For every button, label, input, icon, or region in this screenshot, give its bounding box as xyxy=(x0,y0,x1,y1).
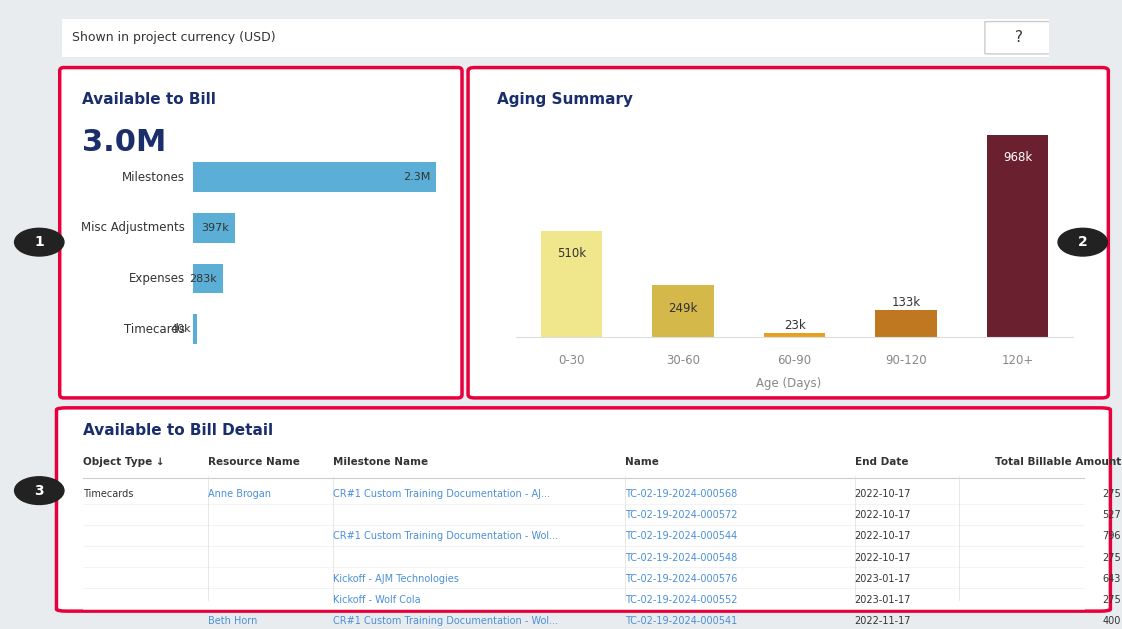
Text: 643: 643 xyxy=(1103,574,1121,584)
FancyBboxPatch shape xyxy=(985,21,1052,54)
Text: 40k: 40k xyxy=(171,324,192,334)
FancyBboxPatch shape xyxy=(987,135,1048,337)
Text: Timecards: Timecards xyxy=(125,323,185,336)
FancyBboxPatch shape xyxy=(59,67,462,398)
Text: TC-02-19-2024-000572: TC-02-19-2024-000572 xyxy=(625,510,737,520)
Text: 968k: 968k xyxy=(1003,151,1032,164)
Text: 90-120: 90-120 xyxy=(885,353,927,367)
Text: 2.3M: 2.3M xyxy=(403,172,430,182)
Text: 275: 275 xyxy=(1102,595,1121,605)
Text: 2022-10-17: 2022-10-17 xyxy=(855,510,911,520)
Text: 2023-01-17: 2023-01-17 xyxy=(855,574,911,584)
Text: TC-02-19-2024-000552: TC-02-19-2024-000552 xyxy=(625,595,737,605)
Text: 249k: 249k xyxy=(669,301,698,314)
Text: 527: 527 xyxy=(1102,510,1121,520)
Text: 275: 275 xyxy=(1102,552,1121,562)
Text: Shown in project currency (USD): Shown in project currency (USD) xyxy=(72,31,275,44)
FancyBboxPatch shape xyxy=(764,333,825,337)
Text: Milestones: Milestones xyxy=(122,170,185,184)
Text: 3.0M: 3.0M xyxy=(82,128,166,157)
Text: Kickoff - AJM Technologies: Kickoff - AJM Technologies xyxy=(333,574,459,584)
Text: Available to Bill: Available to Bill xyxy=(82,92,215,107)
Text: Timecards: Timecards xyxy=(83,489,132,499)
Text: Object Type ↓: Object Type ↓ xyxy=(83,457,164,467)
Text: Available to Bill Detail: Available to Bill Detail xyxy=(83,423,273,438)
Text: 60-90: 60-90 xyxy=(778,353,811,367)
Text: 2022-11-17: 2022-11-17 xyxy=(855,616,911,626)
Text: Kickoff - Wolf Cola: Kickoff - Wolf Cola xyxy=(333,595,421,605)
Text: TC-02-19-2024-000541: TC-02-19-2024-000541 xyxy=(625,616,737,626)
Text: Age (Days): Age (Days) xyxy=(755,377,821,389)
Text: CR#1 Custom Training Documentation - AJ...: CR#1 Custom Training Documentation - AJ.… xyxy=(333,489,550,499)
FancyBboxPatch shape xyxy=(193,314,197,344)
Text: 400: 400 xyxy=(1103,616,1121,626)
FancyBboxPatch shape xyxy=(468,67,1109,398)
Text: 0-30: 0-30 xyxy=(558,353,585,367)
Text: 2023-01-17: 2023-01-17 xyxy=(855,595,911,605)
Text: 275: 275 xyxy=(1102,489,1121,499)
Text: 283k: 283k xyxy=(190,274,217,284)
Text: 2: 2 xyxy=(1078,235,1087,249)
FancyBboxPatch shape xyxy=(541,231,603,337)
Text: TC-02-19-2024-000568: TC-02-19-2024-000568 xyxy=(625,489,737,499)
Text: CR#1 Custom Training Documentation - Wol...: CR#1 Custom Training Documentation - Wol… xyxy=(333,532,558,542)
Text: 796: 796 xyxy=(1102,532,1121,542)
Text: TC-02-19-2024-000548: TC-02-19-2024-000548 xyxy=(625,552,737,562)
Text: 2022-10-17: 2022-10-17 xyxy=(855,532,911,542)
Text: Name: Name xyxy=(625,457,659,467)
Text: CR#1 Custom Training Documentation - Wol...: CR#1 Custom Training Documentation - Wol… xyxy=(333,616,558,626)
Text: TC-02-19-2024-000576: TC-02-19-2024-000576 xyxy=(625,574,737,584)
FancyBboxPatch shape xyxy=(193,213,236,243)
Text: 133k: 133k xyxy=(892,296,921,309)
Text: Misc Adjustments: Misc Adjustments xyxy=(81,221,185,235)
Text: 3: 3 xyxy=(35,484,44,498)
Text: End Date: End Date xyxy=(855,457,908,467)
Text: Resource Name: Resource Name xyxy=(208,457,300,467)
Text: 30-60: 30-60 xyxy=(666,353,700,367)
FancyBboxPatch shape xyxy=(193,162,436,192)
FancyBboxPatch shape xyxy=(652,285,714,337)
Text: ?: ? xyxy=(1014,30,1022,45)
Text: 1: 1 xyxy=(35,235,44,249)
Text: Beth Horn: Beth Horn xyxy=(208,616,257,626)
Text: Expenses: Expenses xyxy=(129,272,185,285)
Text: 510k: 510k xyxy=(557,247,586,260)
Text: TC-02-19-2024-000544: TC-02-19-2024-000544 xyxy=(625,532,737,542)
Text: 397k: 397k xyxy=(201,223,229,233)
Text: Aging Summary: Aging Summary xyxy=(497,92,633,107)
Text: Milestone Name: Milestone Name xyxy=(333,457,429,467)
Text: 120+: 120+ xyxy=(1002,353,1033,367)
Text: 2022-10-17: 2022-10-17 xyxy=(855,552,911,562)
FancyBboxPatch shape xyxy=(875,309,937,337)
FancyBboxPatch shape xyxy=(56,408,1111,611)
Text: 23k: 23k xyxy=(783,320,806,333)
FancyBboxPatch shape xyxy=(193,264,223,293)
Text: 2022-10-17: 2022-10-17 xyxy=(855,489,911,499)
Text: Anne Brogan: Anne Brogan xyxy=(208,489,270,499)
Text: Total Billable Amount: Total Billable Amount xyxy=(994,457,1121,467)
